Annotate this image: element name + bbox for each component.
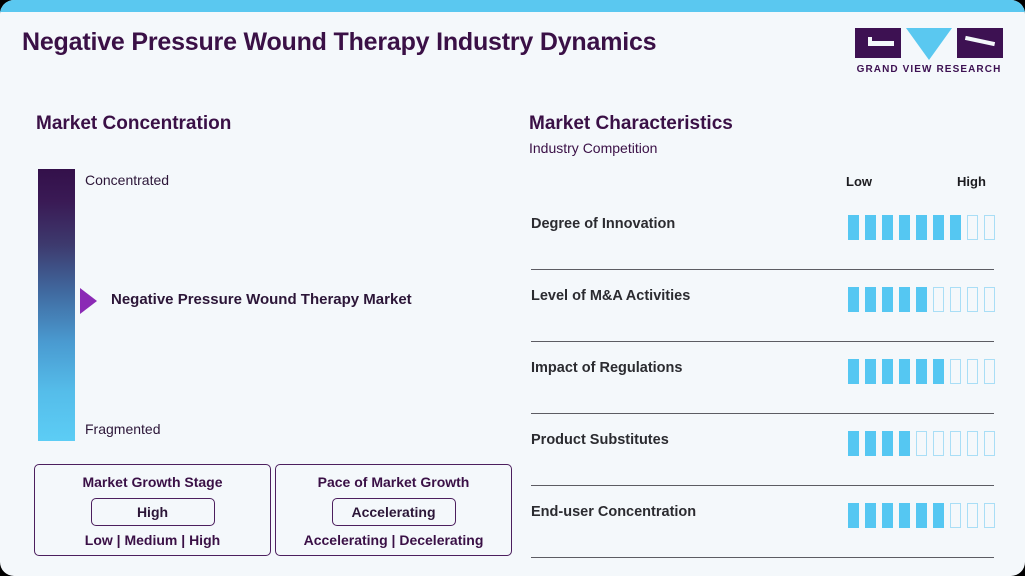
characteristic-row: Level of M&A Activities: [515, 270, 1025, 342]
rating-segment-filled: [916, 287, 927, 312]
rating-segment-filled: [848, 359, 859, 384]
rating-segment-empty: [950, 431, 961, 456]
rating-segment-filled: [899, 215, 910, 240]
rating-segment-filled: [865, 359, 876, 384]
market-growth-stage-value: High: [90, 498, 215, 526]
rating-segment-empty: [916, 431, 927, 456]
rating-segment-empty: [984, 431, 995, 456]
rating-segment-filled: [882, 359, 893, 384]
header: Negative Pressure Wound Therapy Industry…: [0, 12, 1025, 90]
market-growth-stage-options: Low | Medium | High: [84, 532, 221, 548]
concentration-gradient-scale: [38, 169, 75, 441]
characteristic-rating-bars: [848, 287, 995, 312]
pace-of-market-growth-value: Accelerating: [331, 498, 456, 526]
characteristic-row: End-user Concentration: [515, 486, 1025, 558]
characteristic-label: Product Substitutes: [531, 432, 669, 448]
rating-segment-filled: [882, 431, 893, 456]
characteristic-label: Level of M&A Activities: [531, 288, 691, 304]
rating-segment-filled: [933, 359, 944, 384]
rating-segment-filled: [899, 287, 910, 312]
rating-segment-empty: [950, 503, 961, 528]
rating-segment-filled: [899, 359, 910, 384]
characteristic-label: End-user Concentration: [531, 504, 697, 520]
characteristic-rating-bars: [848, 503, 995, 528]
rating-segment-empty: [967, 503, 978, 528]
rating-segment-empty: [967, 287, 978, 312]
market-concentration-heading: Market Concentration: [36, 113, 232, 134]
rating-segment-filled: [865, 215, 876, 240]
rating-segment-empty: [950, 359, 961, 384]
rating-segment-filled: [933, 215, 944, 240]
logo-triangle-icon: [906, 28, 952, 60]
market-growth-stage-title: Market Growth Stage: [82, 474, 223, 490]
row-divider: [531, 557, 994, 558]
rating-segment-empty: [967, 431, 978, 456]
market-position-arrow-icon: [80, 288, 97, 314]
rating-segment-filled: [916, 359, 927, 384]
pace-of-market-growth-title: Pace of Market Growth: [317, 474, 470, 490]
rating-segment-filled: [933, 503, 944, 528]
rating-segment-filled: [916, 215, 927, 240]
market-concentration-panel: Market Concentration Concentrated Fragme…: [0, 96, 515, 576]
characteristic-rating-bars: [848, 215, 995, 240]
characteristic-rating-bars: [848, 431, 995, 456]
rating-segment-filled: [865, 503, 876, 528]
logo-r-block-icon: [957, 28, 1003, 58]
rating-segment-filled: [899, 503, 910, 528]
market-characteristics-panel: Market Characteristics Industry Competit…: [515, 96, 1025, 576]
rating-segment-empty: [967, 359, 978, 384]
logo-g-block-icon: [855, 28, 901, 58]
rating-segment-filled: [882, 287, 893, 312]
characteristics-rows: Degree of Innovation Level of M&A Activit…: [515, 198, 1025, 558]
market-position-label: Negative Pressure Wound Therapy Market: [111, 291, 412, 308]
market-growth-stage-box: Market Growth Stage High Low | Medium | …: [34, 464, 271, 556]
logo-marks: [855, 28, 1003, 60]
rating-segment-filled: [882, 503, 893, 528]
rating-segment-empty: [933, 287, 944, 312]
rating-segment-empty: [967, 215, 978, 240]
characteristic-label: Impact of Regulations: [531, 360, 683, 376]
rating-segment-empty: [984, 503, 995, 528]
row-divider: [531, 413, 994, 414]
row-divider: [531, 485, 994, 486]
rating-segment-empty: [984, 359, 995, 384]
rating-segment-filled: [950, 215, 961, 240]
rating-segment-filled: [848, 215, 859, 240]
characteristic-rating-bars: [848, 359, 995, 384]
logo-wordmark: GRAND VIEW RESEARCH: [856, 64, 1002, 75]
row-divider: [531, 269, 994, 270]
market-characteristics-heading: Market Characteristics: [529, 113, 733, 134]
row-divider: [531, 341, 994, 342]
characteristic-row: Product Substitutes: [515, 414, 1025, 486]
rating-segment-filled: [848, 287, 859, 312]
page-title: Negative Pressure Wound Therapy Industry…: [22, 28, 657, 56]
rating-segment-empty: [984, 287, 995, 312]
rating-segment-empty: [984, 215, 995, 240]
top-accent-bar: [0, 0, 1025, 12]
characteristic-label: Degree of Innovation: [531, 216, 676, 232]
scale-label-fragmented: Fragmented: [85, 421, 161, 437]
rating-segment-empty: [950, 287, 961, 312]
axis-label-high: High: [957, 174, 986, 189]
rating-segment-filled: [865, 431, 876, 456]
axis-label-low: Low: [846, 174, 872, 189]
rating-segment-filled: [848, 503, 859, 528]
characteristic-row: Impact of Regulations: [515, 342, 1025, 414]
rating-segment-filled: [882, 215, 893, 240]
rating-segment-filled: [848, 431, 859, 456]
market-characteristics-subheading: Industry Competition: [529, 140, 658, 156]
scale-label-concentrated: Concentrated: [85, 172, 170, 188]
rating-segment-filled: [865, 287, 876, 312]
rating-segment-filled: [916, 503, 927, 528]
rating-segment-empty: [933, 431, 944, 456]
characteristic-row: Degree of Innovation: [515, 198, 1025, 270]
pace-of-market-growth-options: Accelerating | Decelerating: [303, 532, 484, 548]
pace-of-market-growth-box: Pace of Market Growth Accelerating Accel…: [275, 464, 512, 556]
brand-logo: GRAND VIEW RESEARCH: [855, 28, 1003, 80]
rating-segment-filled: [899, 431, 910, 456]
